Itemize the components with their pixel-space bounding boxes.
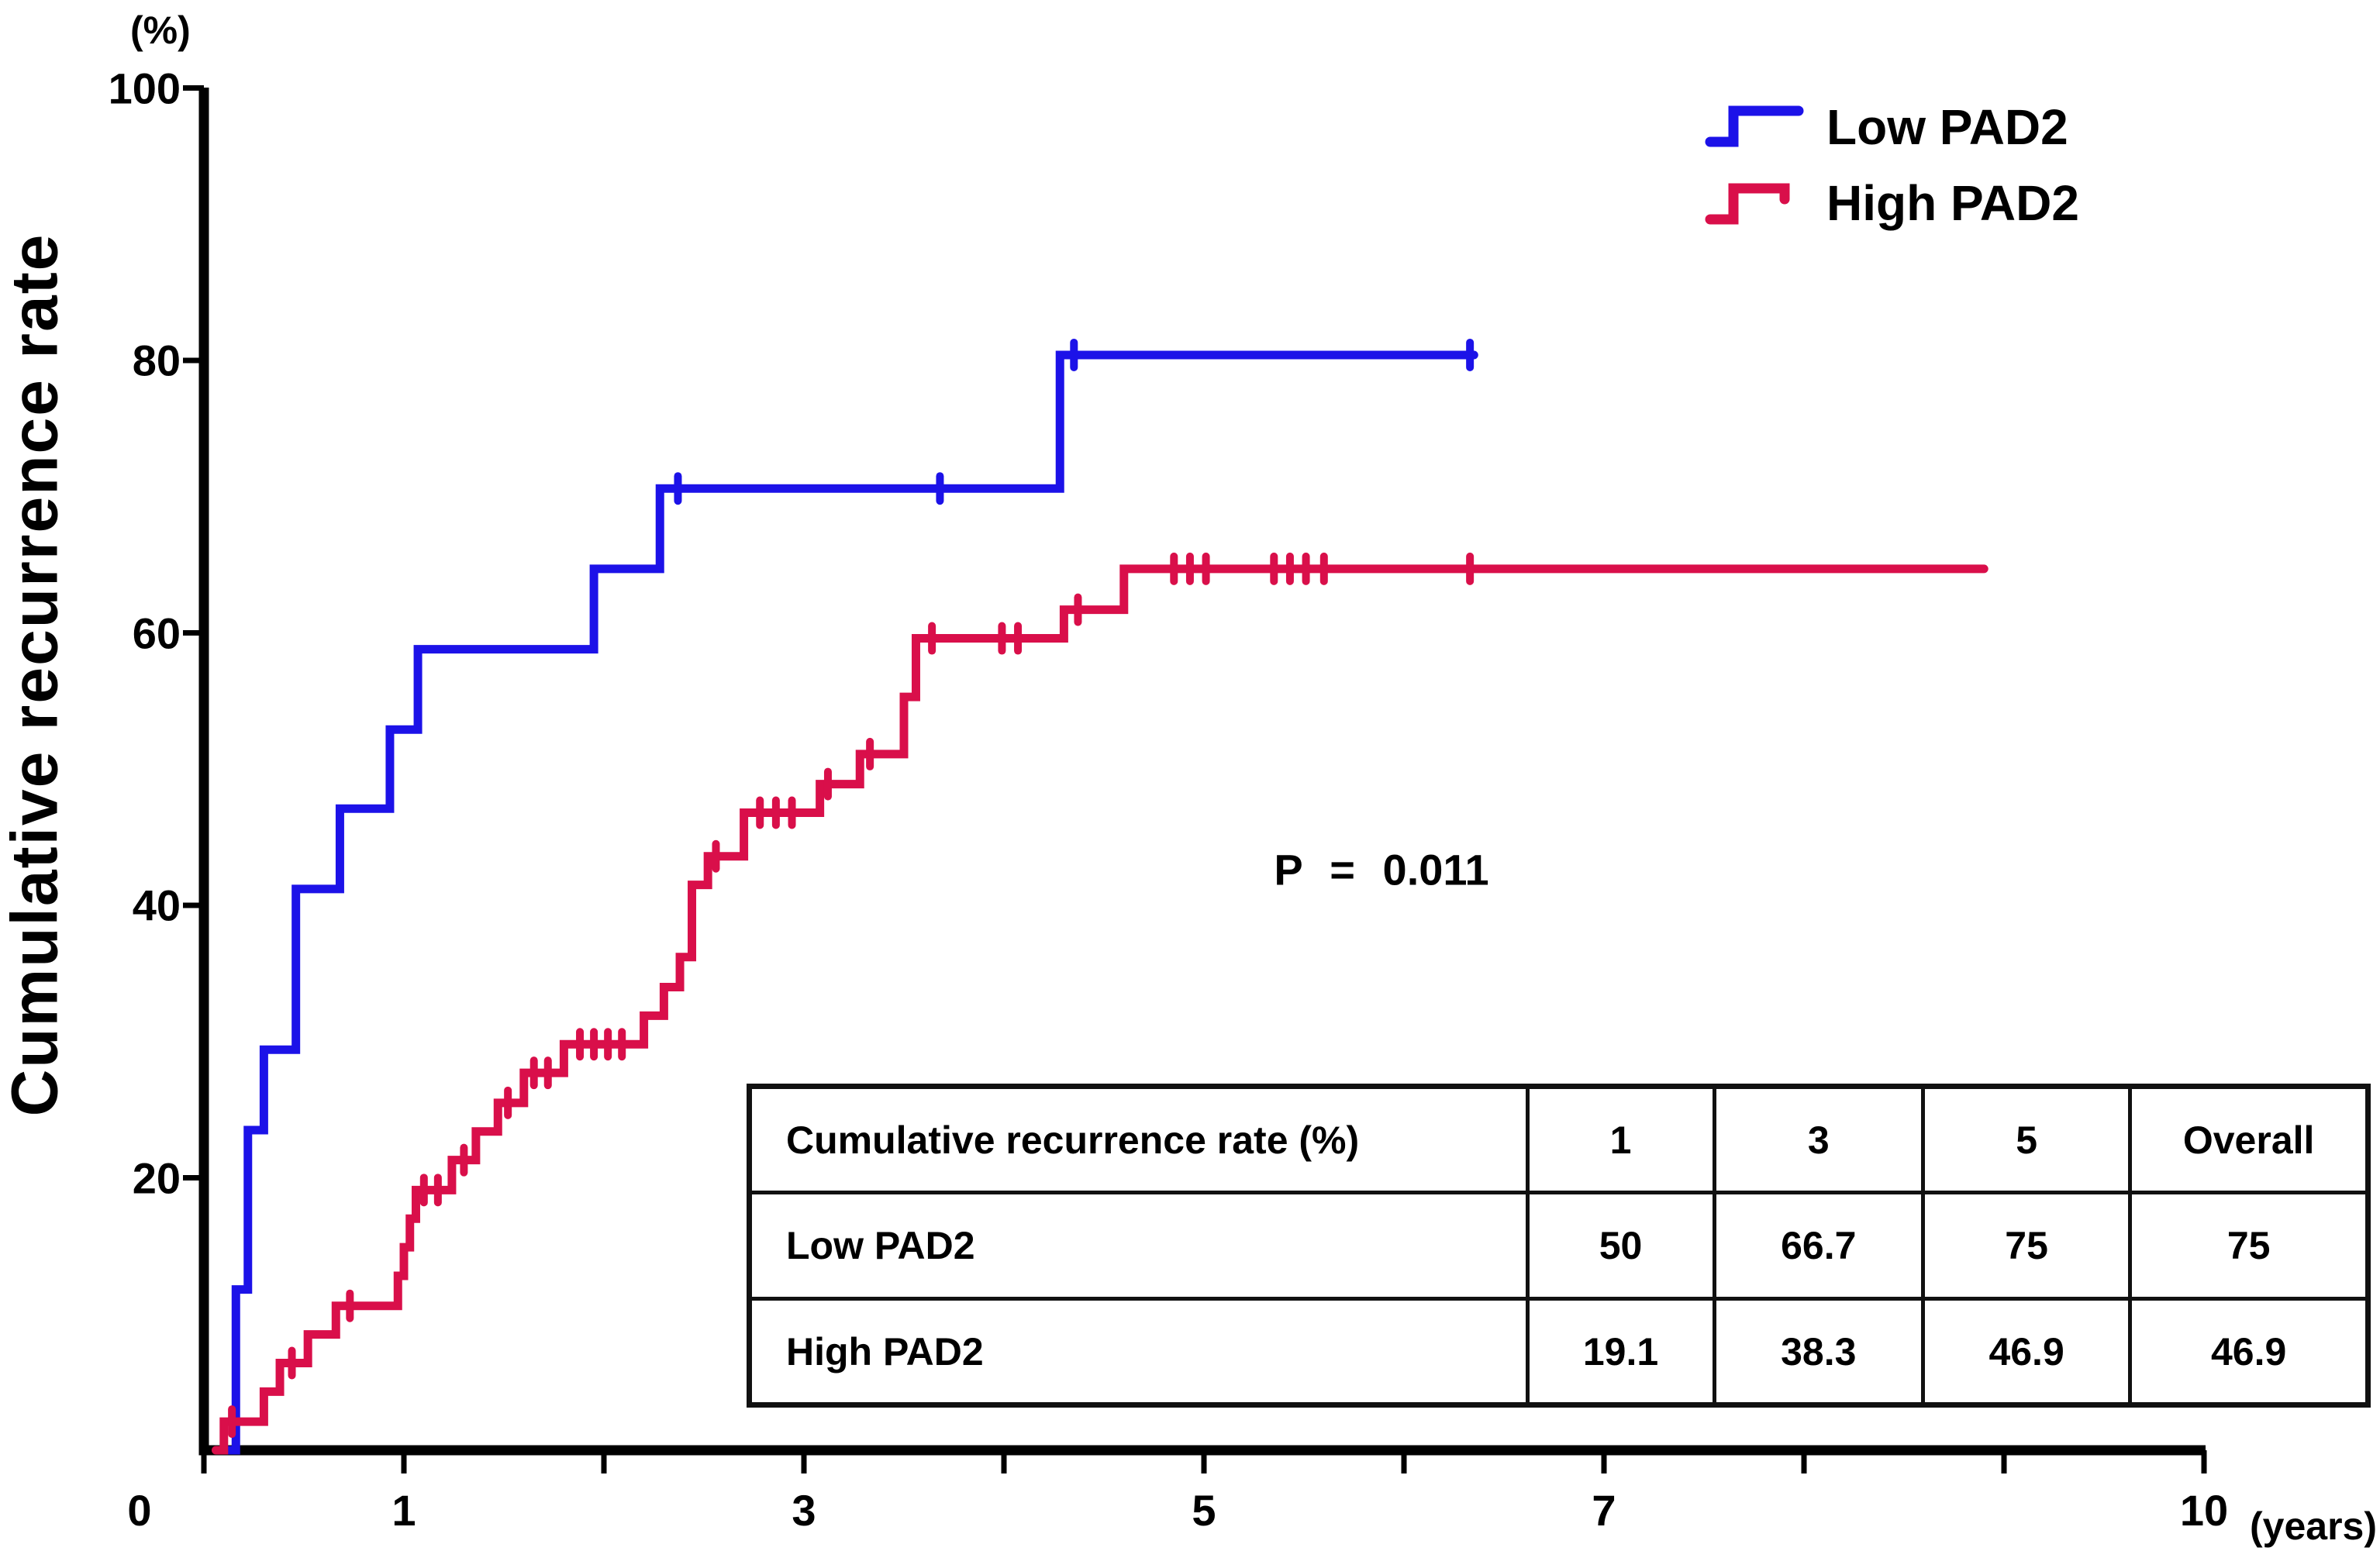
- legend-label: Low PAD2: [1826, 99, 2068, 155]
- y-tick-label: 80: [132, 336, 181, 385]
- table-header-row: Cumulative recurrence rate (%) 1 3 5 Overall: [747, 1084, 2370, 1194]
- legend-step-symbol: [1705, 183, 1790, 225]
- legend-line: [1705, 183, 1790, 225]
- legend-line: [1705, 105, 1804, 147]
- recurrence-rate-table: Cumulative recurrence rate (%) 1 3 5 Overall…: [747, 1084, 2371, 1408]
- table-row-label: Low PAD2: [747, 1191, 1530, 1301]
- table-row: Low PAD2 50 66.7 75 75: [747, 1191, 2370, 1301]
- x-tick-label: 5: [1192, 1486, 1216, 1535]
- x-axis-unit-label: (years): [2250, 1504, 2377, 1548]
- table-row-label: High PAD2: [747, 1297, 1530, 1407]
- table-header-cell: 5: [1920, 1084, 2133, 1194]
- table-cell: 75: [1920, 1191, 2133, 1301]
- table-cell: 50: [1525, 1191, 1716, 1301]
- p-value-annotation: P = 0.011: [1274, 845, 1489, 894]
- legend: Low PAD2 High PAD2: [1704, 93, 2079, 237]
- x-origin-label: 0: [127, 1486, 152, 1535]
- legend-step-symbol: [1705, 105, 1804, 147]
- table-row: High PAD2 19.1 38.3 46.9 46.9: [747, 1297, 2370, 1407]
- legend-item: High PAD2: [1704, 169, 2079, 237]
- x-tick-label: 1: [391, 1486, 416, 1535]
- legend-item: Low PAD2: [1704, 93, 2079, 161]
- table-header-cell: Overall: [2128, 1084, 2370, 1194]
- table-cell: 66.7: [1712, 1191, 1925, 1301]
- table-header-cell: 1: [1525, 1084, 1716, 1194]
- table-cell: 46.9: [2128, 1297, 2370, 1407]
- table-cell: 19.1: [1525, 1297, 1716, 1407]
- y-axis-unit-label: (%): [130, 9, 191, 52]
- table-header-cell: 3: [1712, 1084, 1925, 1194]
- y-tick-label: 60: [132, 608, 181, 657]
- km-curve-low-pad2: [219, 350, 1478, 1455]
- x-tick-label: 7: [1592, 1486, 1616, 1535]
- x-tick-label: 10: [2179, 1486, 2229, 1535]
- y-tick-label: 40: [132, 881, 181, 930]
- y-tick-label: 20: [132, 1153, 181, 1202]
- y-tick-label: 100: [108, 64, 181, 112]
- table-cell: 46.9: [1920, 1297, 2133, 1407]
- x-tick-label: 3: [792, 1486, 816, 1535]
- table-header-title: Cumulative recurrence rate (%): [747, 1084, 1530, 1194]
- table-cell: 38.3: [1712, 1297, 1925, 1407]
- table-cell: 75: [2128, 1191, 2370, 1301]
- legend-label: High PAD2: [1826, 175, 2079, 231]
